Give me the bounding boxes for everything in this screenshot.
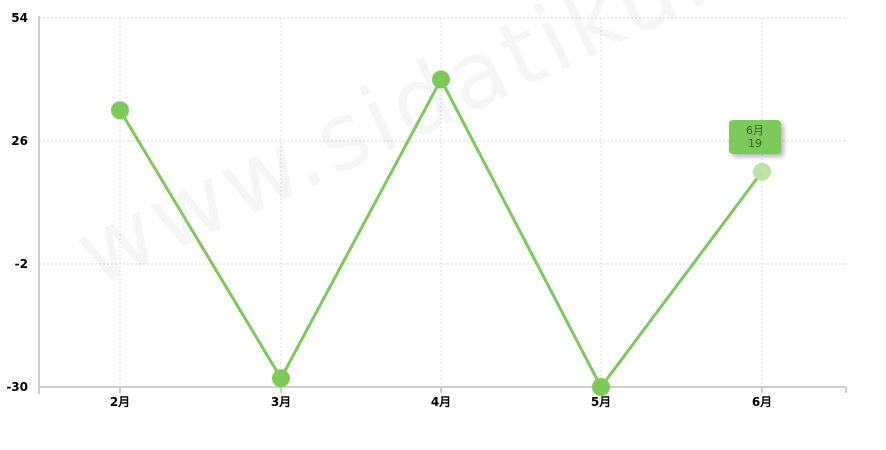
data-point[interactable] — [272, 369, 290, 388]
series-layer — [111, 70, 771, 396]
data-point[interactable] — [111, 101, 129, 120]
highlighted-data-point[interactable] — [753, 162, 771, 181]
y-tick-label: -2 — [15, 257, 28, 271]
tick-labels: 54 26 -2 -30 2月 3月 4月 5月 6月 — [6, 11, 772, 409]
y-tick-label: -30 — [6, 380, 28, 394]
axes — [38, 16, 847, 394]
x-tick-label: 2月 — [110, 395, 130, 409]
y-tick-label: 54 — [11, 11, 28, 25]
x-tick-label: 6月 — [752, 395, 772, 409]
x-tick-label: 3月 — [271, 395, 291, 409]
data-point[interactable] — [592, 378, 610, 396]
tooltip-category: 6月 — [746, 123, 764, 137]
x-tick-label: 4月 — [431, 395, 451, 409]
y-tick-label: 26 — [11, 134, 28, 148]
tooltip-value: 19 — [748, 136, 762, 150]
series-line — [118, 76, 764, 390]
x-tick-label: 5月 — [591, 395, 611, 409]
data-point[interactable] — [432, 70, 450, 89]
data-tooltip: 6月 19 — [729, 119, 781, 154]
